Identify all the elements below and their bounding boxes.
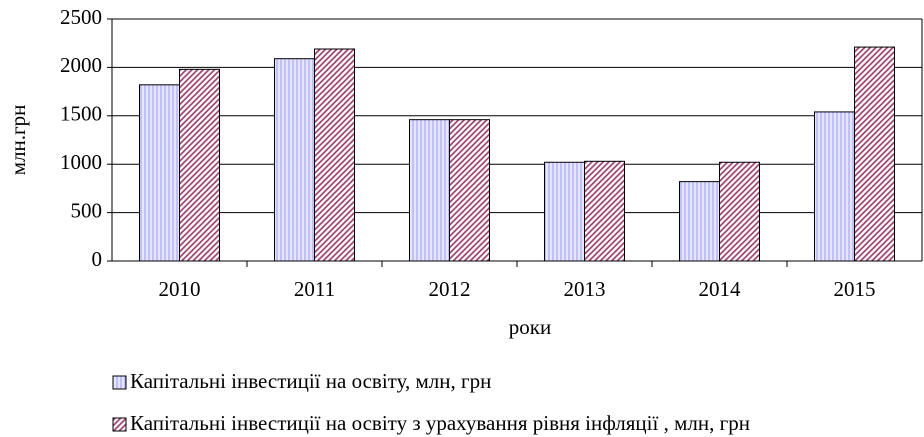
bar <box>409 119 450 262</box>
x-tick-label: 2015 <box>834 277 876 301</box>
y-tick-label: 2500 <box>60 5 102 29</box>
bar <box>719 161 760 262</box>
bar <box>139 84 180 262</box>
x-axis-label: роки <box>509 315 551 339</box>
legend-label: Капітальні інвестиції на освіту з урахув… <box>130 411 750 435</box>
y-tick-label: 1500 <box>60 102 102 126</box>
bar <box>854 46 895 262</box>
bar <box>679 181 720 262</box>
bar <box>314 48 355 262</box>
legend-swatch <box>112 417 127 432</box>
x-tick-label: 2013 <box>564 277 606 301</box>
y-axis-label: млн.грн <box>6 105 30 176</box>
bar <box>584 160 625 262</box>
y-tick-label: 500 <box>71 198 103 222</box>
x-tick-label: 2014 <box>699 277 742 301</box>
x-tick-label: 2012 <box>429 277 471 301</box>
y-tick-label: 0 <box>92 247 103 271</box>
bar <box>449 119 490 262</box>
bar <box>274 58 315 262</box>
y-tick-label: 1000 <box>60 150 102 174</box>
bar <box>544 161 585 262</box>
y-tick-label: 2000 <box>60 53 102 77</box>
bar <box>179 68 220 262</box>
legend-label: Капітальні інвестиції на освіту, млн, гр… <box>130 369 491 393</box>
bar <box>814 111 855 262</box>
x-tick-label: 2010 <box>159 277 201 301</box>
x-tick-label: 2011 <box>294 277 335 301</box>
legend-swatch <box>112 375 127 390</box>
